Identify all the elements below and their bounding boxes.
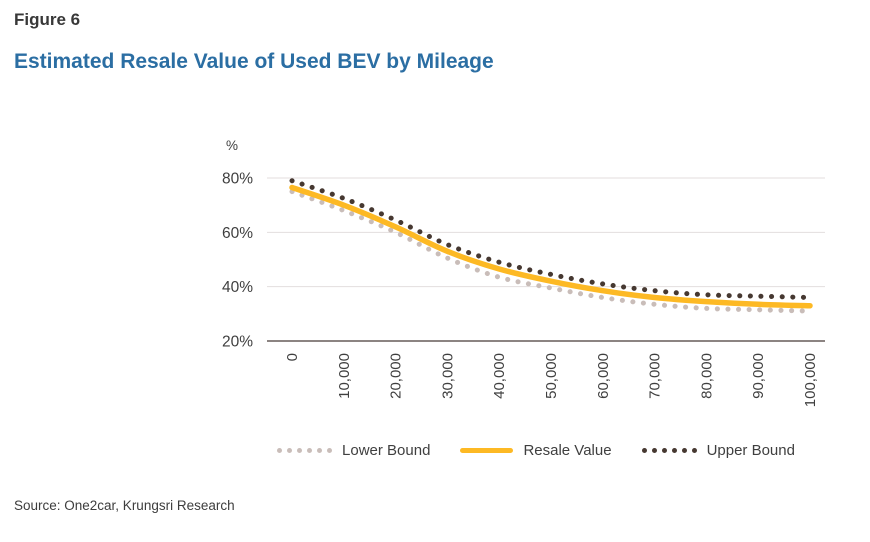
series-lower-bound xyxy=(289,189,813,314)
legend-dotted-swatch xyxy=(277,447,333,453)
x-axis-tick-label: 30,000 xyxy=(439,353,456,399)
y-axis-tick-label: 60% xyxy=(222,225,253,242)
legend-dot xyxy=(661,447,667,453)
x-axis-tick-label: 40,000 xyxy=(491,353,508,399)
legend-dot xyxy=(671,447,677,453)
y-axis-tick-label: 80% xyxy=(222,171,253,188)
y-axis-tick-label: 40% xyxy=(222,279,253,296)
series-resale-value xyxy=(289,184,813,309)
legend-dot xyxy=(277,447,283,453)
x-axis-tick-label: 100,000 xyxy=(802,353,819,407)
legend-dot xyxy=(681,447,687,453)
chart-legend: Lower Bound Resale Value Upper Bound xyxy=(216,438,856,462)
legend-dot xyxy=(297,447,303,453)
y-axis-unit-label: % xyxy=(226,138,238,153)
chart-plot-area: 20% 40% 60% 80%% 0 10,000 20,000 30,000 40,000 50… xyxy=(205,125,855,425)
x-axis-tick-label: 20,000 xyxy=(388,353,405,399)
legend-item-upper-bound: Upper Bound xyxy=(641,441,795,459)
x-axis-tick-label: 70,000 xyxy=(647,353,664,399)
y-axis-tick-label: 20% xyxy=(222,334,253,351)
x-axis-tick-label: 60,000 xyxy=(595,353,612,399)
series-upper-bound xyxy=(289,178,813,300)
legend-label: Lower Bound xyxy=(342,441,431,459)
legend-dot xyxy=(641,447,647,453)
legend-dot xyxy=(317,447,323,453)
legend-dotted-swatch xyxy=(641,447,697,453)
legend-dot xyxy=(651,447,657,453)
legend-item-lower-bound: Lower Bound xyxy=(277,442,430,459)
legend-dot xyxy=(307,447,313,453)
legend-line-swatch xyxy=(460,447,514,453)
source-note: Source: One2car, Krungsri Research xyxy=(14,498,235,513)
x-axis-tick-label: 0 xyxy=(284,353,301,361)
legend-dot xyxy=(691,447,697,453)
x-axis-tick-label: 90,000 xyxy=(750,353,767,399)
legend-label: Upper Bound xyxy=(706,441,795,459)
legend-dot xyxy=(327,447,333,453)
x-axis-tick-label: 10,000 xyxy=(336,353,353,399)
x-axis-tick-label: 50,000 xyxy=(543,353,560,399)
figure-label: Figure 6 xyxy=(14,10,81,29)
line-chart: 20% 40% 60% 80%% 0 10,000 20,000 30,000 40,000 50… xyxy=(222,138,825,407)
legend-item-resale-value: Resale Value xyxy=(460,441,612,459)
legend-dot xyxy=(287,447,293,453)
page-title: Estimated Resale Value of Used BEV by Mi… xyxy=(14,50,494,73)
x-axis-tick-label: 80,000 xyxy=(698,353,715,399)
legend-label: Resale Value xyxy=(523,441,612,459)
